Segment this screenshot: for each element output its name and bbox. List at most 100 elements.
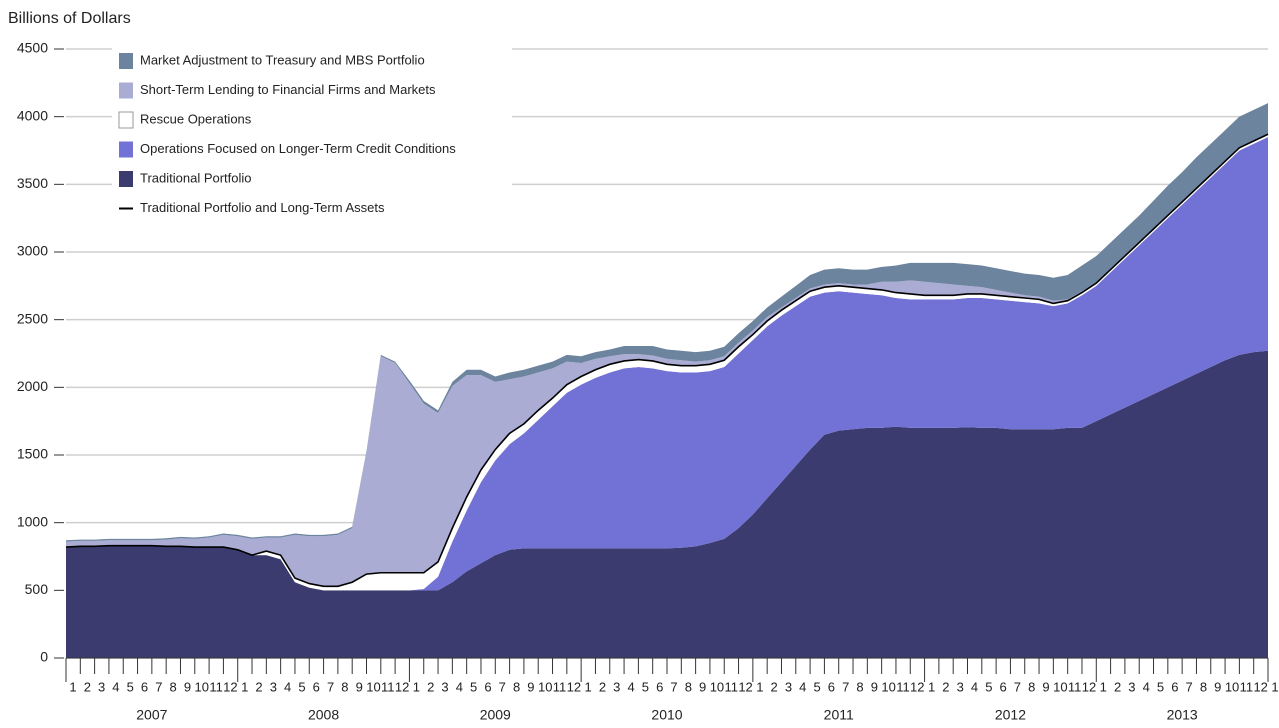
x-tick-label: 3 <box>270 679 277 694</box>
x-tick-label: 1 <box>585 679 592 694</box>
x-tick-label: 9 <box>356 679 363 694</box>
year-label: 2008 <box>308 707 339 723</box>
x-tick-label: 2 <box>599 679 606 694</box>
x-tick-label: 4 <box>971 679 978 694</box>
year-label: 2011 <box>824 707 854 723</box>
x-tick-label: 4 <box>1143 679 1150 694</box>
legend-swatch <box>119 82 133 99</box>
x-tick-label: 9 <box>1214 679 1221 694</box>
x-tick-label: 5 <box>127 679 134 694</box>
x-tick-label: 8 <box>513 679 520 694</box>
y-tick-label: 2500 <box>17 310 48 326</box>
x-tick-label: 11 <box>209 679 223 694</box>
x-tick-label: 5 <box>470 679 477 694</box>
x-tick-label: 8 <box>1200 679 1207 694</box>
legend-swatch <box>119 141 133 158</box>
x-tick-label: 11 <box>1068 679 1082 694</box>
x-tick-label: 10 <box>1053 679 1067 694</box>
x-tick-label: 4 <box>799 679 806 694</box>
x-tick-label: 5 <box>1157 679 1164 694</box>
x-tick-label: 6 <box>141 679 148 694</box>
year-label: 2007 <box>136 707 167 723</box>
x-tick-label: 2 <box>255 679 262 694</box>
y-tick-label: 3000 <box>17 243 48 259</box>
legend: Market Adjustment to Treasury and MBS Po… <box>112 48 512 218</box>
x-tick-label: 1 <box>241 679 248 694</box>
x-tick-label: 3 <box>785 679 792 694</box>
x-tick-label: 10 <box>1225 679 1239 694</box>
x-tick-label: 8 <box>856 679 863 694</box>
x-tick-label: 7 <box>842 679 849 694</box>
x-tick-label: 2 <box>942 679 949 694</box>
x-tick-label: 12 <box>567 679 581 694</box>
x-tick-label: 3 <box>613 679 620 694</box>
year-label: 2010 <box>651 707 682 723</box>
x-tick-label: 1 <box>69 679 76 694</box>
y-tick-label: 1500 <box>17 446 48 462</box>
y-tick-label: 500 <box>25 581 49 597</box>
x-tick-label: 4 <box>284 679 291 694</box>
legend-swatch <box>119 53 133 69</box>
x-tick-label: 2 <box>1114 679 1121 694</box>
x-tick-label: 11 <box>1240 679 1254 694</box>
legend-swatch <box>119 171 133 187</box>
x-tick-label: 9 <box>1042 679 1049 694</box>
x-tick-label: 12 <box>395 679 409 694</box>
x-tick-label: 8 <box>1028 679 1035 694</box>
x-tick-label: 12 <box>910 679 924 694</box>
x-tick-label: 3 <box>98 679 105 694</box>
y-tick-label: 2000 <box>17 378 48 394</box>
x-tick-label: 10 <box>366 679 380 694</box>
y-axis-label: Billions of Dollars <box>8 10 131 27</box>
x-tick-label: 2 <box>84 679 91 694</box>
x-tick-label: 5 <box>298 679 305 694</box>
area <box>66 134 1268 587</box>
x-tick-label: 6 <box>484 679 491 694</box>
x-tick-label: 7 <box>499 679 506 694</box>
x-tick-label: 1 <box>756 679 763 694</box>
x-tick-label: 7 <box>327 679 334 694</box>
x-tick-label: 11 <box>896 679 910 694</box>
x-tick-label: 7 <box>1186 679 1193 694</box>
y-tick-label: 4500 <box>17 40 48 56</box>
x-tick-label: 3 <box>441 679 448 694</box>
legend-label: Traditional Portfolio <box>140 170 252 185</box>
x-tick-label: 4 <box>627 679 634 694</box>
x-tick-label: 6 <box>1000 679 1007 694</box>
legend-swatch <box>118 111 134 129</box>
legend-label: Rescue Operations <box>140 111 252 126</box>
x-tick-label: 1 <box>1100 679 1107 694</box>
x-tick-label: 1 <box>1271 679 1278 694</box>
x-tick-label: 11 <box>381 679 395 694</box>
x-tick-label: 10 <box>710 679 724 694</box>
x-tick-label: 9 <box>527 679 534 694</box>
x-tick-label: 5 <box>642 679 649 694</box>
x-tick-label: 6 <box>656 679 663 694</box>
line <box>65 133 1269 588</box>
x-tick-label: 1 <box>413 679 420 694</box>
x-tick-label: 1 <box>928 679 935 694</box>
x-tick-label: 2 <box>427 679 434 694</box>
legend-label: Traditional Portfolio and Long-Term Asse… <box>140 200 385 215</box>
x-tick-label: 10 <box>195 679 209 694</box>
x-tick-label: 8 <box>170 679 177 694</box>
y-tick-label: 1000 <box>17 513 48 529</box>
x-tick-label: 12 <box>223 679 237 694</box>
x-tick-label: 12 <box>1253 679 1267 694</box>
area <box>66 136 1268 591</box>
x-tick-label: 2 <box>771 679 778 694</box>
x-tick-label: 9 <box>699 679 706 694</box>
legend-box <box>112 48 512 218</box>
x-tick-label: 3 <box>957 679 964 694</box>
x-tick-label: 4 <box>112 679 119 694</box>
area <box>66 350 1268 658</box>
x-tick-label: 7 <box>1014 679 1021 694</box>
x-tick-label: 6 <box>1171 679 1178 694</box>
year-label: 2013 <box>1167 707 1198 723</box>
legend-label: Short-Term Lending to Financial Firms an… <box>140 82 436 97</box>
x-tick-label: 4 <box>456 679 463 694</box>
y-tick-label: 4000 <box>17 107 48 123</box>
x-tick-label: 9 <box>184 679 191 694</box>
year-label: 2012 <box>995 707 1026 723</box>
